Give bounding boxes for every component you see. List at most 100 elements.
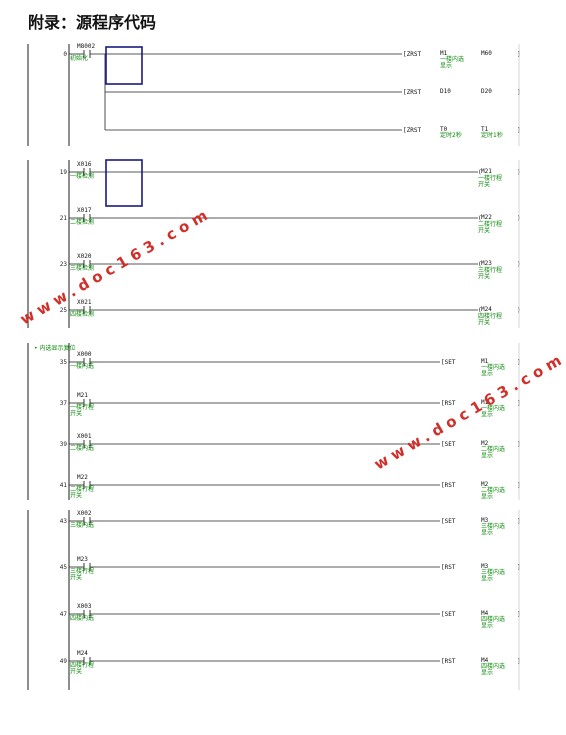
branch-operand-2-comment: 定时1秒: [481, 131, 503, 139]
ladder-block-3: 35X000一楼内选[SETM1一楼内选显示]37M21一楼行程开关[RSTM1…: [27, 343, 521, 501]
watermark: www.doc163.com: [371, 349, 566, 474]
branch-operand-2: D20: [481, 88, 492, 95]
contact-comment: 二楼检测: [70, 218, 94, 226]
section-label: • 内选显示复位: [34, 344, 75, 352]
operand-1: M4: [481, 657, 489, 664]
section-label-text: • 内选显示复位: [34, 344, 75, 352]
contact-comment: 三楼检测: [70, 264, 94, 272]
operand-1-comment: 三楼内选显示: [481, 568, 505, 583]
cursor-box: [105, 46, 143, 85]
operand-1-comment: 三楼内选显示: [481, 522, 505, 537]
step-number: 41: [60, 482, 68, 489]
ladder-block-4: 43X002三楼内选[SETM3三楼内选显示]45M23三楼行程开关[RSTM3…: [27, 510, 521, 690]
instruction: [RST: [441, 658, 456, 665]
coil-comment: 三楼行程开关: [478, 266, 502, 281]
step-number: 45: [60, 564, 68, 571]
contact-device: X016: [77, 161, 92, 168]
operand-1: M1: [440, 50, 448, 57]
coil-device: M23: [481, 260, 492, 267]
contact-comment: 三楼内选: [70, 521, 94, 529]
instruction: [RST: [441, 482, 456, 489]
step-number: 25: [60, 307, 68, 314]
contact-device: M8002: [77, 43, 95, 50]
operand-1-comment: 一楼内选显示: [481, 404, 505, 419]
operand-1: M3: [481, 563, 489, 570]
step-number: 49: [60, 658, 68, 665]
contact-comment: 二楼行程开关: [70, 485, 94, 500]
contact-device: M24: [77, 650, 88, 657]
branch-operand-1: T0: [440, 126, 448, 133]
ladder-block-1: 0M8002初始化[ZRSTM1一楼内选显示M60][ZRSTD10D20][Z…: [27, 43, 521, 146]
contact-device: X000: [77, 351, 92, 358]
operand-1-comment: 四楼内选显示: [481, 615, 505, 630]
operand-1-comment: 四楼内选显示: [481, 662, 505, 677]
contact-comment: 初始化: [70, 54, 88, 62]
operand-1-comment: 一楼内选显示: [440, 55, 464, 70]
contact-device: M22: [77, 474, 88, 481]
contact-device: X021: [77, 299, 92, 306]
operand-2: M60: [481, 50, 492, 57]
branch-instruction: [ZRST: [403, 89, 421, 96]
contact-comment: 四楼行程开关: [70, 661, 94, 676]
contact-comment: 二楼内选: [70, 444, 94, 452]
instruction: [SET: [441, 441, 456, 448]
step-number: 19: [60, 169, 68, 176]
step-number: 39: [60, 441, 68, 448]
branch-operand-1: D10: [440, 88, 451, 95]
operand-1-comment: 一楼内选显示: [481, 363, 505, 378]
contact-comment: 三楼行程开关: [70, 567, 94, 582]
contact-device: X017: [77, 207, 92, 214]
step-number: 23: [60, 261, 68, 268]
coil-device: M22: [481, 214, 492, 221]
contact-comment: 一楼行程开关: [70, 403, 94, 418]
instruction: [SET: [441, 611, 456, 618]
branch-operand-1-comment: 定时2秒: [440, 131, 462, 139]
page-title: 附录：源程序代码: [28, 13, 157, 32]
contact-comment: 四楼内选: [70, 614, 94, 622]
contact-comment: 四楼检测: [70, 310, 94, 318]
step-number: 47: [60, 611, 68, 618]
coil-comment: 四楼行程开关: [478, 312, 502, 327]
coil-comment: 一楼行程开关: [478, 174, 502, 189]
contact-device: M23: [77, 556, 88, 563]
contact-device: M21: [77, 392, 88, 399]
coil-device: M24: [481, 306, 492, 313]
operand-1: M4: [481, 610, 489, 617]
coil-open: (: [478, 169, 482, 176]
step-number: 0: [63, 51, 67, 58]
cursor-box: [105, 159, 143, 207]
operand-1: M1: [481, 399, 489, 406]
ladder-block-2: 19X016一楼检测(M21一楼行程开关)21X017二楼检测(M22二楼行程开…: [27, 160, 521, 328]
contact-device: X002: [77, 510, 92, 517]
instruction: [ZRST: [403, 51, 421, 58]
step-number: 43: [60, 518, 68, 525]
contact-comment: 一楼内选: [70, 362, 94, 370]
branch-instruction: [ZRST: [403, 127, 421, 134]
contact-device: X003: [77, 603, 92, 610]
contact-comment: 一楼检测: [70, 172, 94, 180]
operand-1: M2: [481, 440, 489, 447]
coil-open: (: [478, 307, 482, 314]
contact-device: X001: [77, 433, 92, 440]
operand-1-comment: 二楼内选显示: [481, 445, 505, 460]
branch-operand-2: T1: [481, 126, 489, 133]
instruction: [SET: [441, 518, 456, 525]
operand-1: M2: [481, 481, 489, 488]
operand-1: M1: [481, 358, 489, 365]
contact-device: X020: [77, 253, 92, 260]
coil-comment: 二楼行程开关: [478, 220, 502, 235]
rung-0: 0M8002初始化[ZRSTM1一楼内选显示M60][ZRSTD10D20][Z…: [63, 43, 520, 139]
step-number: 37: [60, 400, 68, 407]
coil-open: (: [478, 215, 482, 222]
